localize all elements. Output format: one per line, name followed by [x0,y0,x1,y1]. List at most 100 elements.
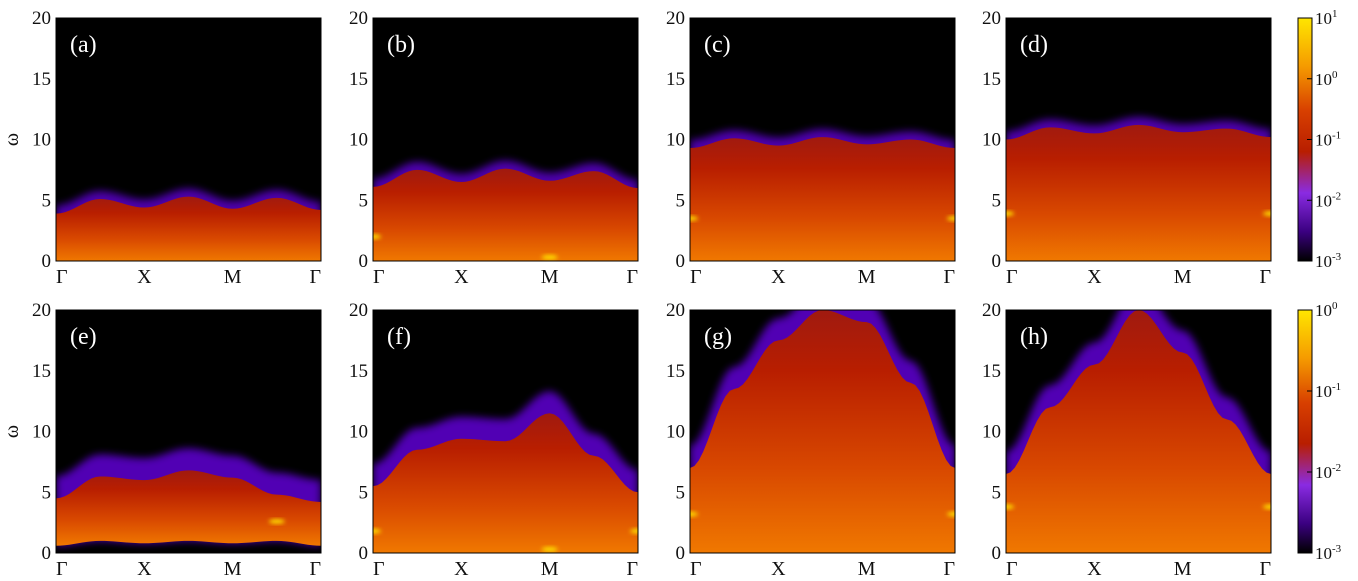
panel-label: (g) [704,324,732,350]
colorbars: 101 100 10-1 10-2 10-3 100 10-1 10-2 10-3 [1297,8,1342,563]
y-tick-label: 15 [32,361,51,382]
hot-point [690,511,698,517]
plot-frame [372,309,639,554]
y-tick-label: 10 [349,422,368,443]
y-tick-label: 5 [42,190,52,211]
y-tick-label: 0 [42,251,52,272]
panel-label: (d) [1020,32,1048,58]
y-tick-label: 0 [676,543,686,564]
panel-f: 0 5 10 15 20 Γ X M Γ (f) [349,300,639,580]
x-tick-label: M [858,266,876,288]
hot-point [1263,211,1271,216]
x-tick-label: Γ [626,558,638,580]
y-tick-label: 20 [666,300,685,321]
plot-frame [689,309,956,554]
x-tick-label: Γ [943,558,955,580]
hot-point [1006,211,1014,216]
y-tick-label: 0 [992,543,1002,564]
y-tick-label: 20 [349,8,368,29]
x-tick-label: M [858,558,876,580]
x-tick-label: Γ [309,266,321,288]
y-tick-label: 20 [349,300,368,321]
hot-point [947,511,955,517]
colorbar-tick-label: 10-2 [1315,190,1341,210]
y-tick-label: 20 [32,300,51,321]
x-tick-label: Γ [1006,558,1018,580]
panel-a: 0 5 10 15 20 Γ X M Γω (a) [1,8,322,288]
panel-label: (e) [70,324,97,350]
y-tick-label: 20 [982,8,1001,29]
spectral-band [373,413,638,553]
panel-label: (c) [704,32,731,58]
x-tick-label: Γ [56,266,68,288]
y-tick-label: 0 [992,251,1002,272]
hot-point [541,255,558,260]
spectral-band [373,168,638,261]
colorbar-tick-label: 10-1 [1315,381,1341,401]
y-tick-label: 15 [666,69,685,90]
panel-label: (h) [1020,324,1048,350]
x-tick-label: X [137,558,152,580]
x-tick-label: X [1087,558,1102,580]
y-axis-label: ω [1,425,23,438]
x-tick-label: Γ [373,558,385,580]
x-tick-label: Γ [626,266,638,288]
x-tick-label: Γ [1006,266,1018,288]
colorbar-tick-label: 10-3 [1315,251,1342,271]
panel-e: 0 5 10 15 20 Γ X M Γω (e) [1,300,322,580]
y-tick-label: 5 [676,482,686,503]
y-tick-label: 15 [349,69,368,90]
y-axis-label: ω [1,133,23,146]
hot-point [1263,504,1271,510]
y-tick-label: 10 [32,422,51,443]
colorbar-tick-label: 10-1 [1315,130,1341,150]
colorbar-tick-label: 101 [1315,8,1338,28]
x-tick-label: M [541,266,559,288]
x-tick-label: Γ [690,266,702,288]
panel-b: 0 5 10 15 20 Γ X M Γ (b) [349,8,639,288]
y-tick-label: 15 [666,361,685,382]
x-tick-label: M [541,558,559,580]
y-tick-label: 5 [992,482,1002,503]
x-tick-label: X [1087,266,1102,288]
plot-frame [372,17,639,262]
x-tick-label: X [137,266,152,288]
y-tick-label: 0 [359,543,369,564]
y-tick-label: 5 [42,482,52,503]
colorbar-tick-label: 10-3 [1315,543,1342,563]
y-tick-label: 10 [666,422,685,443]
y-tick-label: 20 [982,300,1001,321]
colorbar: 100 10-1 10-2 10-3 [1297,300,1342,563]
y-tick-label: 20 [32,8,51,29]
colorbar: 101 100 10-1 10-2 10-3 [1297,8,1342,271]
y-tick-label: 20 [666,8,685,29]
hot-point [268,519,285,524]
x-tick-label: M [1174,266,1192,288]
hot-point [690,216,698,221]
spectral-band [56,196,321,261]
colorbar-tick-label: 10-2 [1315,462,1341,482]
hot-point [541,547,558,552]
spectral-band [56,470,321,546]
x-tick-label: Γ [1259,266,1271,288]
x-tick-label: M [224,558,242,580]
x-tick-label: Γ [943,266,955,288]
x-tick-label: X [454,266,469,288]
x-tick-label: M [1174,558,1192,580]
y-tick-label: 0 [42,543,52,564]
panel-h: 0 5 10 15 20 Γ X M Γ (h) [982,300,1272,580]
x-tick-label: M [224,266,242,288]
x-tick-label: Γ [690,558,702,580]
spectral-band [1006,310,1271,553]
y-tick-label: 10 [982,130,1001,151]
colorbar-gradient [1297,309,1313,554]
y-tick-label: 10 [32,130,51,151]
x-tick-label: Γ [309,558,321,580]
y-tick-label: 0 [359,251,369,272]
hot-point [373,528,381,534]
y-tick-label: 10 [666,130,685,151]
hot-point [373,234,381,239]
plot-frame [1005,17,1272,262]
